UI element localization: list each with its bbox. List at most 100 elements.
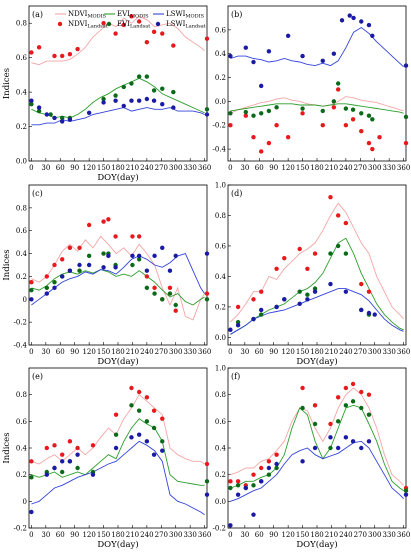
data-point (328, 435, 333, 440)
legend-label-main: EVI (117, 20, 130, 28)
data-point (243, 113, 248, 118)
x-tick-label: 0 (228, 164, 232, 172)
y-tick-label: 0.0 (215, 498, 226, 506)
data-point (173, 302, 178, 308)
y-tick-label: 0.6 (215, 242, 227, 250)
y-tick-label: 0.6 (215, 26, 227, 34)
data-point (266, 472, 272, 477)
data-point (366, 392, 372, 397)
data-point (48, 112, 53, 117)
data-point (335, 81, 341, 86)
x-tick-label: 90 (70, 348, 79, 356)
data-point (235, 483, 241, 488)
data-point (335, 243, 341, 249)
x-tick-label: 120 (82, 348, 95, 356)
x-tick-label: 90 (269, 531, 278, 539)
data-point (113, 98, 118, 103)
data-point (129, 403, 134, 408)
series-ndvi-modis (230, 202, 404, 323)
data-point (106, 217, 111, 222)
x-tick-label: 30 (41, 531, 50, 539)
data-point (29, 509, 34, 515)
data-point (343, 385, 349, 391)
series-line (31, 253, 205, 306)
y-tick-label: 0 (23, 498, 27, 506)
series-lswi-landsat (228, 281, 377, 332)
data-point (204, 107, 210, 112)
series-line (31, 418, 205, 486)
data-point (320, 108, 325, 114)
data-point (403, 140, 409, 146)
x-tick-label: 210 (325, 348, 338, 356)
data-point (52, 262, 57, 268)
data-point (136, 408, 142, 413)
data-point (86, 262, 92, 268)
data-point (44, 445, 49, 451)
series-evi-modis (31, 269, 205, 306)
x-tick-label: 150 (296, 164, 309, 172)
series-ndvi-modis (230, 387, 404, 486)
data-point (228, 123, 233, 128)
data-point (377, 134, 382, 140)
data-point (335, 445, 341, 451)
series-ndvi-modis (31, 235, 205, 321)
data-point (144, 395, 150, 400)
data-point (101, 219, 106, 224)
x-tick-label: 120 (281, 348, 294, 356)
data-point (129, 98, 134, 103)
x-tick-label: 60 (255, 531, 264, 539)
data-point (258, 465, 264, 471)
data-point (77, 262, 82, 268)
data-point (300, 405, 305, 411)
y-tick-label: 0.8 (16, 204, 27, 212)
data-point (258, 83, 264, 89)
series-line (31, 77, 205, 119)
data-point (350, 107, 356, 112)
data-point (75, 445, 80, 451)
data-point (228, 327, 233, 332)
data-point (328, 421, 333, 427)
x-tick-label: 240 (140, 164, 153, 172)
data-point (86, 110, 92, 115)
x-tick-label: 90 (70, 164, 79, 172)
data-point (274, 123, 279, 128)
plot-frame (28, 5, 208, 162)
legend-label-main: NDVI (68, 20, 88, 28)
data-point (351, 15, 356, 21)
data-point (251, 113, 256, 118)
data-point (320, 58, 325, 64)
x-tick-label: 120 (281, 531, 294, 539)
x-axis-title: DOY(day) (97, 539, 138, 550)
data-point (59, 274, 65, 279)
data-point (243, 485, 248, 491)
series-line (31, 269, 205, 306)
data-point (121, 103, 126, 109)
legend-label-sub: Landsat (185, 24, 205, 30)
data-point (297, 246, 302, 252)
data-point (101, 265, 106, 270)
data-point (160, 416, 165, 421)
data-point (204, 112, 210, 117)
data-point (359, 281, 364, 287)
data-point (52, 443, 57, 448)
data-point (274, 452, 279, 457)
series-evi-modis (31, 418, 205, 486)
series-line (230, 26, 404, 68)
series-evi-landsat (29, 251, 210, 308)
series-evi-modis (31, 77, 205, 119)
x-tick-label: 0 (228, 348, 232, 356)
x-tick-label: 150 (296, 348, 309, 356)
legend-label-sub: MODIS (185, 14, 204, 20)
data-point (359, 307, 364, 313)
legend-label: NDVILandsat (68, 20, 108, 30)
data-point (75, 465, 80, 471)
data-point (121, 22, 126, 28)
data-point (67, 459, 73, 464)
data-point (44, 112, 49, 117)
data-point (359, 389, 364, 395)
data-point (101, 251, 106, 256)
y-tick-label: 0.4 (215, 445, 227, 453)
data-point (350, 381, 356, 387)
data-point (359, 445, 364, 451)
